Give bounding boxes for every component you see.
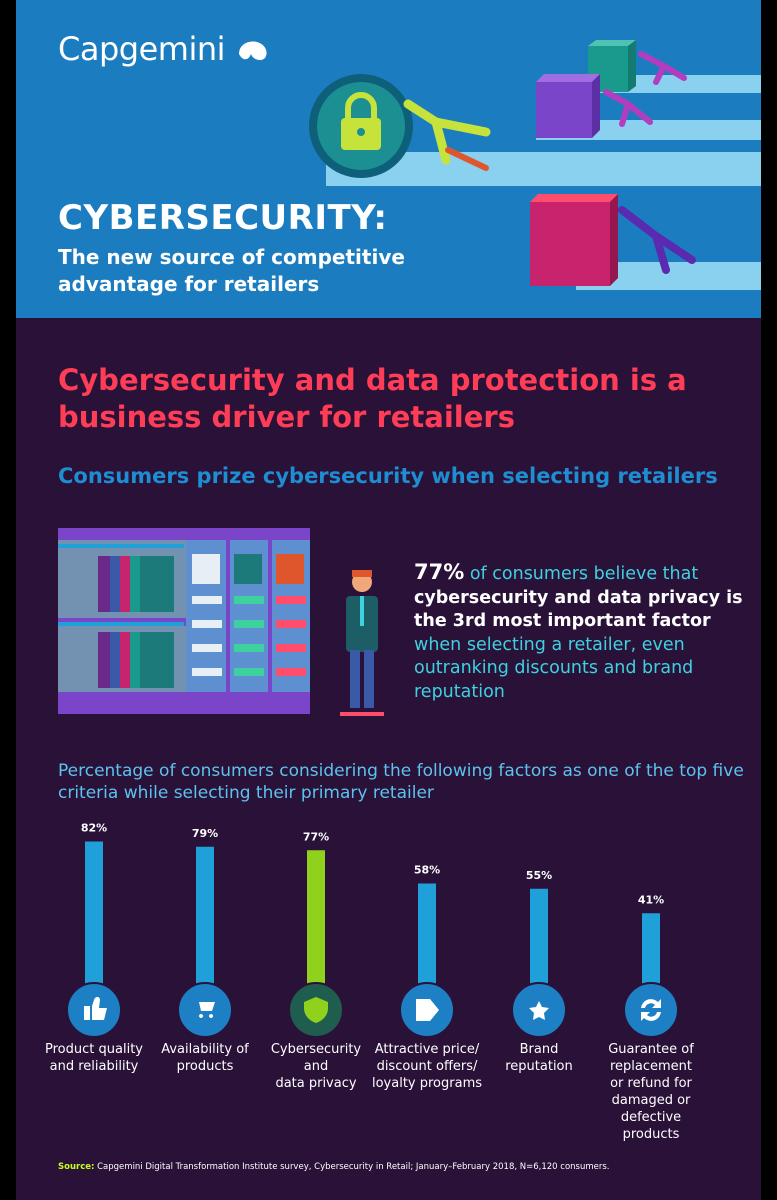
header-banner: Capgemini CYBERSECURITY: The new source … bbox=[16, 0, 761, 318]
bar bbox=[307, 850, 325, 985]
source-text: Capgemini Digital Transformation Institu… bbox=[97, 1162, 610, 1172]
bar-value-label: 82% bbox=[81, 822, 107, 835]
category-label: Brand reputation bbox=[505, 1042, 573, 1074]
stat-callout: 77% of consumers believe that cybersecur… bbox=[414, 560, 744, 704]
cube-icon bbox=[536, 74, 600, 82]
stat-percent: 77% bbox=[414, 560, 465, 584]
bar-value-label: 55% bbox=[526, 869, 552, 882]
star-badge-icon bbox=[529, 1001, 549, 1020]
refresh-arrows-icon bbox=[641, 999, 661, 1021]
bar bbox=[196, 846, 214, 985]
capgemini-logo: Capgemini bbox=[58, 30, 271, 68]
shield-icon bbox=[304, 997, 328, 1023]
header-illustration bbox=[309, 40, 761, 290]
bar bbox=[418, 883, 436, 985]
page-title: CYBERSECURITY: bbox=[58, 198, 388, 238]
category-icon-circle bbox=[623, 982, 679, 1038]
folded-shirts-icon bbox=[192, 554, 306, 676]
stat-text-2: when selecting a retailer, even outranki… bbox=[414, 634, 694, 702]
category-label: Guarantee of replacement or refund for dama… bbox=[608, 1042, 694, 1142]
source-note: Source: Capgemini Digital Transformation… bbox=[58, 1162, 748, 1172]
hanging-clothes-icon bbox=[98, 556, 174, 688]
category-label: Product quality and reliability bbox=[45, 1042, 143, 1074]
clothing-store-illustration bbox=[58, 528, 384, 716]
cube-icon bbox=[588, 40, 636, 46]
source-label: Source: bbox=[58, 1162, 95, 1172]
person-pushing-icon bbox=[403, 99, 491, 165]
price-tag-icon bbox=[416, 999, 439, 1021]
bar-value-label: 41% bbox=[638, 893, 664, 906]
infographic-page: Capgemini CYBERSECURITY: The new source … bbox=[16, 0, 761, 1200]
page-subtitle: The new source of competitive advantage … bbox=[58, 245, 405, 296]
cart-icon bbox=[199, 1002, 215, 1018]
thumbs-up-icon bbox=[84, 997, 107, 1020]
category-label: Availability of products bbox=[161, 1042, 249, 1074]
bar-value-label: 77% bbox=[303, 830, 329, 843]
bar-chart: 82% Product quality and reliability 79% Avai… bbox=[45, 822, 694, 1143]
salesman-icon bbox=[340, 570, 384, 716]
person-pushing-icon bbox=[618, 206, 696, 274]
stat-text-bold: cybersecurity and data privacy is the 3r… bbox=[414, 587, 743, 632]
bar-value-label: 79% bbox=[192, 827, 218, 840]
section-heading: Cybersecurity and data protection is a b… bbox=[58, 363, 687, 434]
chart-caption: Percentage of consumers considering the … bbox=[58, 761, 744, 803]
person-pushing-icon bbox=[603, 89, 653, 127]
section-subheading: Consumers prize cybersecurity when selec… bbox=[58, 464, 718, 488]
stat-text-1: of consumers believe that bbox=[469, 564, 699, 584]
cube-icon bbox=[530, 194, 618, 202]
bar bbox=[530, 888, 548, 985]
spade-logo-icon bbox=[238, 41, 267, 61]
category-label: Cybersecurity and data privacy bbox=[271, 1042, 362, 1091]
bar bbox=[85, 841, 103, 985]
bar-value-label: 58% bbox=[414, 864, 440, 877]
logo-text: Capgemini bbox=[58, 30, 226, 68]
person-pushing-icon bbox=[638, 51, 687, 85]
category-label: Attractive price/discount offers/loyalty… bbox=[372, 1042, 482, 1091]
bar bbox=[642, 913, 660, 985]
